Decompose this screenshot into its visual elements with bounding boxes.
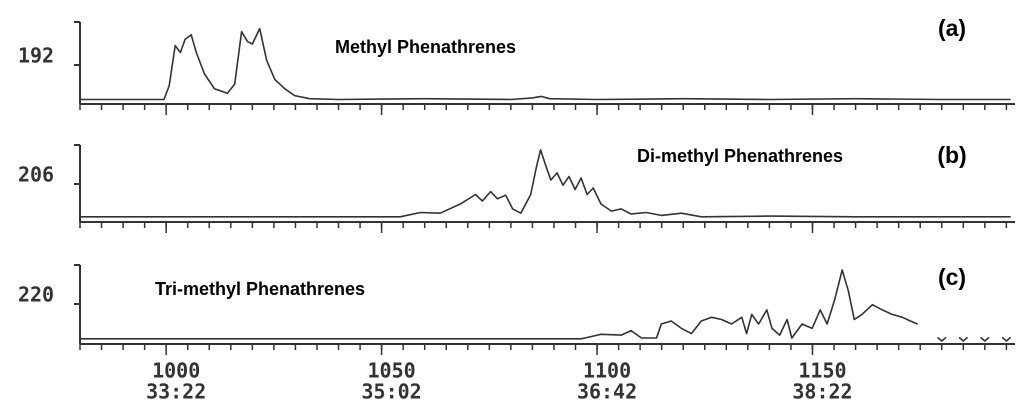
chart-title: Methyl Phenathrenes <box>335 37 516 57</box>
panel-label: (b) <box>937 142 966 168</box>
trace <box>80 269 1012 342</box>
x-tick-label: 1000 <box>152 359 200 383</box>
chart-title: Tri-methyl Phenathrenes <box>155 279 365 299</box>
trace <box>80 27 1011 101</box>
y-label: 192 <box>18 44 54 68</box>
x-tick-time: 38:22 <box>792 380 852 404</box>
x-tick-label: 1050 <box>368 359 416 383</box>
panel-label: (a) <box>938 15 966 41</box>
y-label: 206 <box>18 163 54 187</box>
panel-label: (c) <box>938 264 966 290</box>
x-tick-time: 33:22 <box>146 380 206 404</box>
x-tick-label: 1150 <box>798 359 846 383</box>
x-tick-time: 35:02 <box>362 380 422 404</box>
trace <box>80 149 1011 218</box>
x-tick-time: 36:42 <box>577 380 637 404</box>
x-tick-label: 1100 <box>583 359 631 383</box>
y-label: 220 <box>18 283 54 307</box>
chart-title: Di-methyl Phenathrenes <box>637 146 843 166</box>
